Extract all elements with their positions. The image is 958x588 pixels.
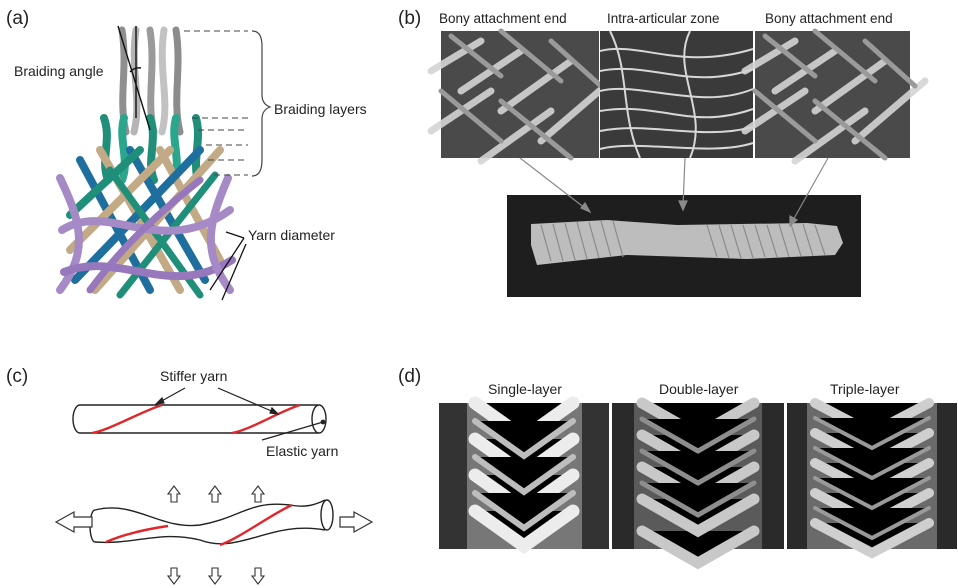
tension-arrows bbox=[54, 510, 374, 534]
scaffold-photo bbox=[507, 195, 861, 297]
yarn-diameter-marker bbox=[209, 231, 247, 301]
wavy-tube bbox=[89, 499, 334, 545]
panel-b-label-left: Bony attachment end bbox=[439, 11, 567, 26]
sem-photo-double-layer bbox=[612, 397, 784, 570]
panel-d-label-double: Double-layer bbox=[659, 381, 739, 397]
sem-photo-single-layer bbox=[439, 396, 609, 554]
sem-photo-bony-end-left bbox=[427, 28, 615, 165]
panel-d-label-single: Single-layer bbox=[488, 381, 562, 397]
stiffer-yarn-wavy bbox=[105, 503, 293, 547]
purple-yarn-layer bbox=[56, 174, 236, 294]
braiding-layers-brace bbox=[251, 30, 272, 177]
panel-b-label-right: Bony attachment end bbox=[765, 11, 893, 26]
stiffer-yarn-straight bbox=[91, 403, 301, 435]
sem-photo-intra-articular bbox=[599, 30, 754, 159]
panel-a-letter: (a) bbox=[6, 8, 30, 29]
yarn-diameter-label: Yarn diameter bbox=[248, 227, 335, 243]
braiding-layers-label: Braiding layers bbox=[274, 101, 367, 117]
scaffold-strip bbox=[531, 220, 843, 265]
straight-tube bbox=[72, 404, 327, 434]
elastic-yarn-label: Elastic yarn bbox=[266, 443, 339, 459]
panel-c-letter: (c) bbox=[6, 366, 29, 387]
stiffer-yarn-label: Stiffer yarn bbox=[160, 368, 228, 384]
braiding-angle-label: Braiding angle bbox=[14, 63, 104, 79]
braiding-layers-marker bbox=[184, 30, 248, 176]
sem-photo-bony-end-right bbox=[741, 28, 929, 165]
panel-b-letter: (b) bbox=[398, 8, 422, 29]
panel-d-label-triple: Triple-layer bbox=[830, 381, 900, 397]
panel-b-label-middle: Intra-articular zone bbox=[607, 11, 720, 26]
contraction-arrows-top bbox=[166, 485, 266, 503]
contraction-arrows-bottom bbox=[166, 567, 266, 585]
panel-d-letter: (d) bbox=[398, 366, 422, 387]
sem-photo-triple-layer bbox=[787, 398, 957, 559]
braiding-angle-marker bbox=[117, 25, 151, 131]
